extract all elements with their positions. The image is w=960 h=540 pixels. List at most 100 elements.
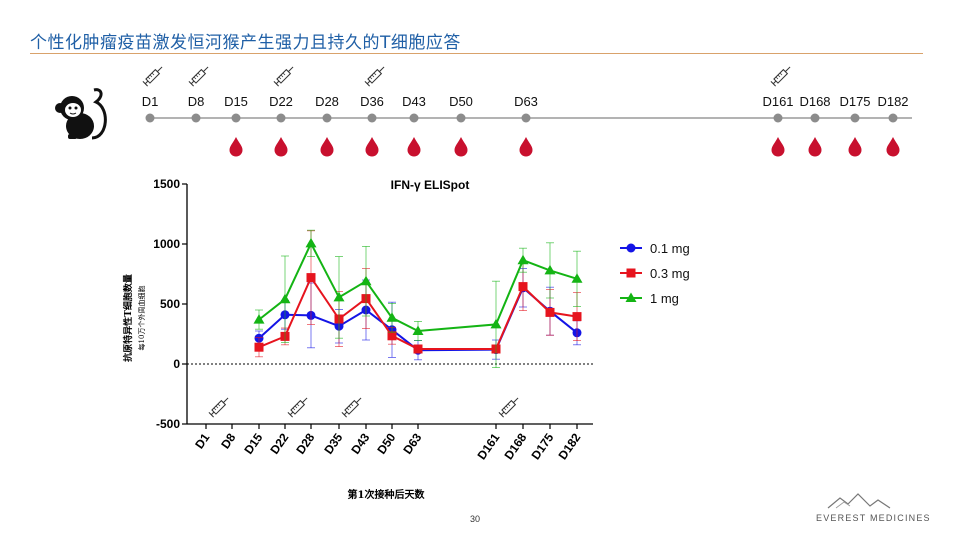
timeline-day-label: D1	[142, 94, 159, 109]
x-tick-label: D168	[502, 430, 530, 462]
blood-drop-icon	[229, 137, 243, 157]
x-tick-label: D50	[374, 430, 398, 456]
timeline-point	[231, 113, 241, 123]
blood-drop-icon	[320, 137, 334, 157]
chart-title: IFN-γ ELISpot	[391, 178, 470, 192]
y-axis-sublabel: 每10万个外周血细胞	[137, 286, 146, 351]
data-point	[387, 331, 397, 341]
syringe-icon	[208, 397, 229, 418]
y-tick-label: 1000	[153, 237, 180, 251]
data-point	[518, 282, 528, 292]
data-point	[517, 254, 529, 265]
data-point	[490, 318, 502, 329]
syringe-icon	[498, 397, 519, 418]
legend-item: 0.3 mg	[620, 266, 690, 281]
legend-item: 1 mg	[620, 291, 679, 306]
timeline-point	[145, 113, 155, 123]
mountain-logo-icon	[827, 493, 891, 509]
timeline-point	[850, 113, 860, 123]
timeline-day-label: D175	[839, 94, 870, 109]
data-point	[386, 312, 398, 322]
data-point	[412, 325, 424, 335]
syringe-icon	[142, 66, 163, 87]
timeline-day-label: D63	[514, 94, 538, 109]
timeline-day-label: D50	[449, 94, 473, 109]
x-tick-label: D175	[529, 430, 557, 462]
x-tick-label: D8	[218, 430, 238, 451]
syringe-icon	[364, 66, 385, 87]
y-tick-label: -500	[156, 417, 180, 431]
blood-drop-icon	[519, 137, 533, 157]
timeline-point	[322, 113, 332, 123]
syringe-icon	[188, 66, 209, 87]
x-tick-label: D15	[241, 430, 265, 456]
legend-label: 0.3 mg	[650, 266, 690, 281]
x-tick-label: D161	[475, 430, 503, 462]
x-tick-label: D28	[293, 430, 317, 456]
blood-drop-icon	[365, 137, 379, 157]
timeline-day-label: D161	[762, 94, 793, 109]
timeline-day-label: D22	[269, 94, 293, 109]
data-point	[413, 344, 423, 354]
timeline-point	[773, 113, 783, 123]
legend-marker	[626, 243, 636, 253]
x-tick-label: D182	[556, 430, 584, 462]
blood-drop-icon	[771, 137, 785, 157]
y-tick-label: 1500	[153, 177, 180, 191]
blood-drop-icon	[848, 137, 862, 157]
syringe-icon	[341, 397, 362, 418]
y-tick-label: 500	[160, 297, 180, 311]
x-tick-label: D22	[267, 430, 291, 456]
timeline-point	[888, 113, 898, 123]
timeline-point	[367, 113, 377, 123]
timeline-point	[276, 113, 286, 123]
timeline-point	[191, 113, 201, 123]
data-point	[253, 314, 265, 324]
x-tick-label: D1	[192, 430, 212, 451]
timeline-day-label: D43	[402, 94, 426, 109]
vaccination-timeline: D1 D8 D15 D22 D28 D36 D43 D50 D63 D161 D168 D175 D18…	[55, 66, 912, 157]
title-divider	[30, 53, 923, 54]
x-tick-label: D43	[348, 430, 372, 456]
x-tick-label: D35	[321, 430, 345, 456]
data-point	[254, 342, 264, 352]
timeline-day-label: D28	[315, 94, 339, 109]
syringe-icon	[273, 66, 294, 87]
timeline-day-label: D36	[360, 94, 384, 109]
x-axis-label: 第1次接种后天数	[348, 488, 426, 501]
x-tick-label: D63	[400, 430, 424, 456]
monkey-icon	[55, 88, 107, 140]
timeline-point	[409, 113, 419, 123]
blood-drop-icon	[886, 137, 900, 157]
blood-drop-icon	[454, 137, 468, 157]
timeline-point	[810, 113, 820, 123]
data-point	[545, 307, 555, 317]
legend-label: 0.1 mg	[650, 241, 690, 256]
data-point	[305, 237, 317, 248]
legend-label: 1 mg	[650, 291, 679, 306]
data-point	[279, 293, 291, 304]
legend-item: 0.1 mg	[620, 241, 690, 256]
data-point	[360, 275, 372, 286]
data-point	[544, 264, 556, 275]
timeline-day-label: D15	[224, 94, 248, 109]
data-point	[572, 312, 582, 322]
timeline-point	[521, 113, 531, 123]
series-1mg	[253, 229, 583, 369]
timeline-point	[456, 113, 466, 123]
y-axis-label: 抗原特异性T细胞数量	[122, 274, 134, 362]
legend-marker	[625, 292, 637, 302]
page-title: 个性化肿瘤疫苗激发恒河猴产生强力且持久的T细胞应答	[30, 33, 461, 53]
y-tick-label: 0	[173, 357, 180, 371]
blood-drop-icon	[407, 137, 421, 157]
syringe-icon	[287, 397, 308, 418]
blood-drop-icon	[274, 137, 288, 157]
data-point	[571, 273, 583, 283]
page-number: 30	[470, 514, 481, 524]
brand-name: EVEREST MEDICINES	[816, 513, 931, 523]
timeline-day-label: D168	[799, 94, 830, 109]
timeline-day-label: D182	[877, 94, 908, 109]
syringe-icon	[770, 66, 791, 87]
data-point	[306, 273, 316, 283]
